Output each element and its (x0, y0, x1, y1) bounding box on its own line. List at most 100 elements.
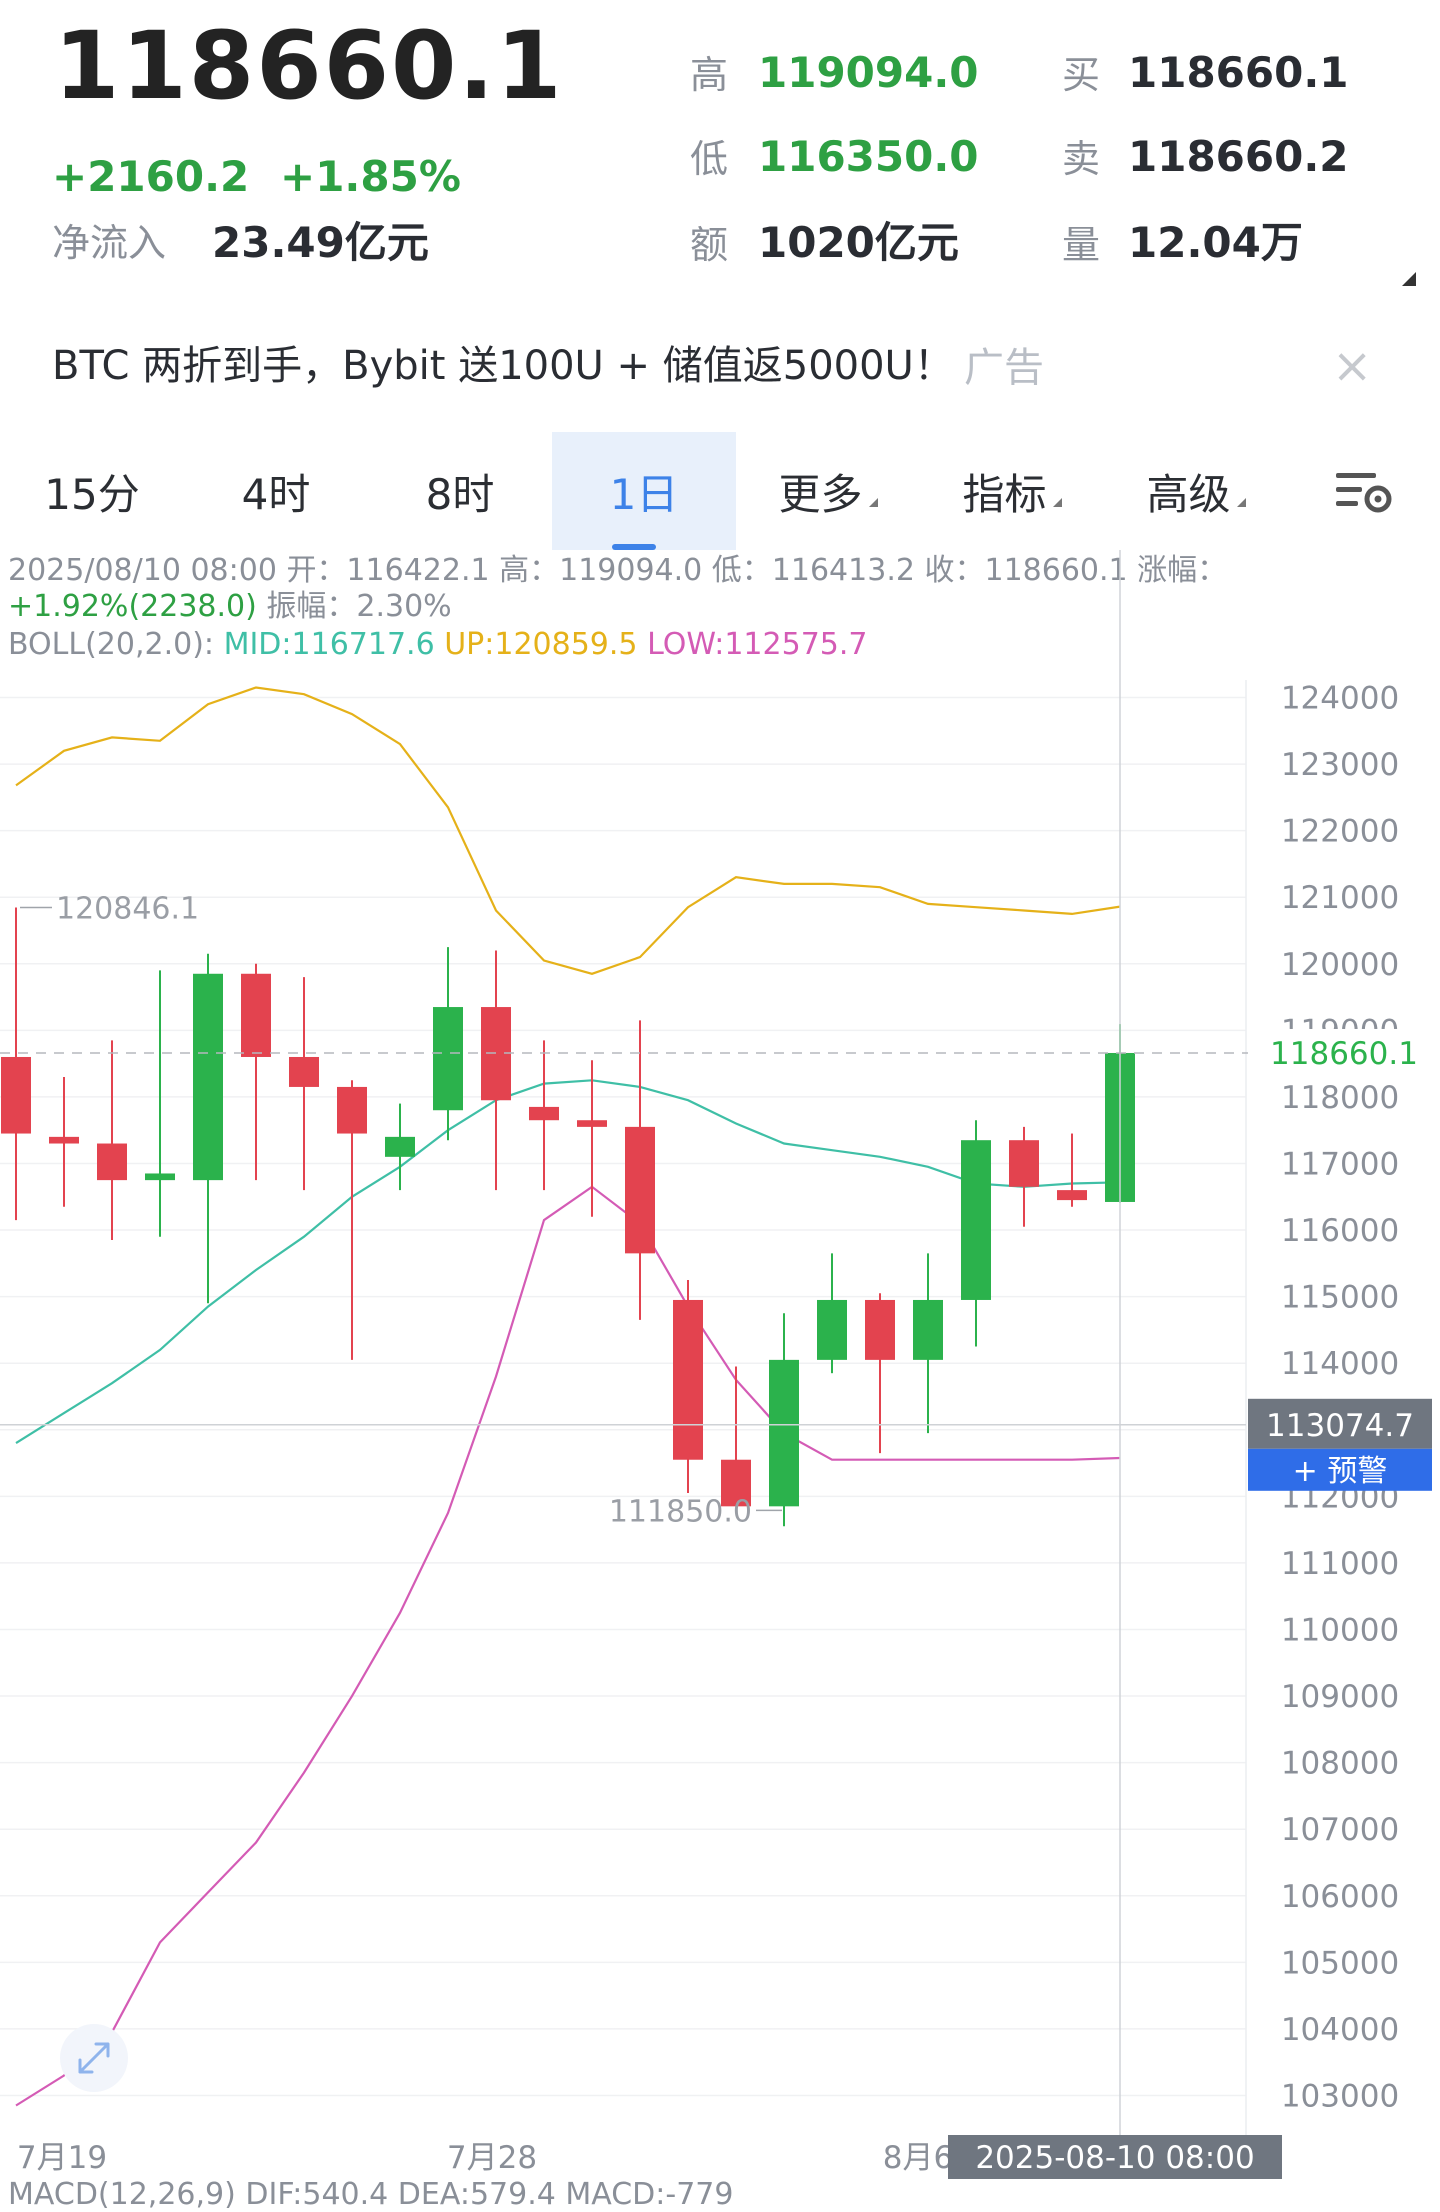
candle-body[interactable] (193, 973, 223, 1181)
candle-body[interactable] (961, 1140, 991, 1300)
dropdown-corner-icon (1236, 497, 1246, 507)
crosshair-time-label: 2025-08-10 08:00 (975, 2140, 1254, 2176)
turnover-value: 1020亿元 (758, 218, 959, 267)
ad-banner-text[interactable]: BTC 两折到手，Bybit 送100U + 储值返5000U！ (52, 343, 954, 389)
candle-body[interactable] (529, 1106, 559, 1121)
candle-body[interactable] (625, 1126, 655, 1254)
volume-value: 12.04万 (1128, 218, 1303, 267)
tab-label: 15分 (44, 469, 140, 519)
chart-settings-icon (1336, 473, 1392, 513)
alert-button-label: + 预警 (1293, 1454, 1388, 1489)
y-tick-label: 103000 (1281, 2078, 1399, 2114)
x-tick-label: 7月28 (447, 2140, 537, 2176)
current-price-label: 118660.1 (1270, 1036, 1418, 1072)
candle-body[interactable] (673, 1299, 703, 1460)
y-tick-label: 124000 (1281, 681, 1399, 717)
y-tick-label: 118000 (1281, 1080, 1399, 1116)
candle-body[interactable] (49, 1136, 79, 1144)
candle-body[interactable] (97, 1143, 127, 1181)
y-tick-label: 116000 (1281, 1213, 1399, 1249)
candle-body[interactable] (1, 1056, 31, 1134)
price-change-percent: +1.85% (280, 152, 461, 201)
ohlc-info-line: 2025/08/10 08:00 开：116422.1 高：119094.0 低… (8, 553, 1228, 588)
y-tick-label: 105000 (1281, 1945, 1399, 1981)
min-price-label: 111850.0 (609, 1494, 752, 1529)
candle-body[interactable] (913, 1299, 943, 1360)
tab-label: 4时 (241, 469, 311, 519)
amplitude-info: 振幅：2.30% (256, 589, 452, 624)
y-tick-label: 108000 (1281, 1746, 1399, 1782)
change-info-pct: +1.92%(2238.0) (8, 589, 257, 624)
candle-body[interactable] (337, 1086, 367, 1134)
y-tick-label: 120000 (1281, 947, 1399, 983)
bid-label: 买 (1062, 53, 1101, 97)
tab-4h[interactable]: 4时 (184, 432, 368, 550)
candle-body[interactable] (385, 1136, 415, 1157)
max-price-label: 120846.1 (56, 891, 199, 926)
candle-body[interactable] (241, 973, 271, 1057)
y-tick-label: 122000 (1281, 814, 1399, 850)
chart-settings-button[interactable] (1288, 432, 1440, 550)
tab-label: 指标 (962, 469, 1047, 519)
candle-body[interactable] (721, 1459, 751, 1507)
candle-body[interactable] (1057, 1190, 1087, 1201)
net-inflow-label: 净流入 (52, 221, 167, 265)
macd-info-line: MACD(12,26,9) DIF:540.4 DEA:579.4 MACD:-… (8, 2177, 734, 2212)
y-tick-label: 115000 (1281, 1280, 1399, 1316)
boll-mid-value: MID:116717.6 (223, 627, 435, 662)
boll-middle-line (15, 1079, 1121, 1445)
y-tick-label: 114000 (1281, 1346, 1399, 1382)
candle-body[interactable] (289, 1056, 319, 1087)
candle-body[interactable] (577, 1120, 607, 1127)
expand-corner-icon[interactable] (1402, 272, 1416, 286)
tab-indicators[interactable]: 指标 (920, 432, 1104, 550)
candle-body[interactable] (145, 1173, 175, 1181)
crosshair-price-tag (1248, 1398, 1432, 1449)
boll-low-value: LOW:112575.7 (647, 627, 868, 662)
high-label: 高 (690, 53, 729, 97)
candle-body[interactable] (817, 1299, 847, 1360)
dropdown-corner-icon (1052, 497, 1062, 507)
y-tick-label: 107000 (1281, 1812, 1399, 1848)
y-tick-label: 117000 (1281, 1146, 1399, 1182)
low-label: 低 (690, 137, 729, 181)
tab-15min[interactable]: 15分 (0, 432, 184, 550)
ask-value: 118660.2 (1128, 132, 1349, 181)
boll-up-value: UP:120859.5 (444, 627, 638, 662)
tab-1d[interactable]: 1日 (552, 432, 736, 550)
tab-8h[interactable]: 8时 (368, 432, 552, 550)
candle-body[interactable] (433, 1007, 463, 1111)
y-tick-label: 109000 (1281, 1679, 1399, 1715)
timeframe-tabs: 15分 4时 8时 1日 更多 指标 高级 (0, 432, 1440, 550)
x-tick-label: 8月6 (883, 2140, 953, 2176)
bid-value: 118660.1 (1128, 48, 1349, 97)
last-price: 118660.1 (54, 12, 564, 121)
low-value: 116350.0 (758, 132, 979, 181)
candlestick-chart[interactable]: 1240001230001220001210001200001190001180… (0, 548, 1440, 2194)
ad-tag: 广告 (964, 345, 1044, 391)
crosshair-price-label: 113074.7 (1266, 1408, 1414, 1444)
candle-body[interactable] (1009, 1140, 1039, 1187)
current-price-tag (1248, 1028, 1440, 1077)
candle-body[interactable] (865, 1299, 895, 1360)
tab-advanced[interactable]: 高级 (1104, 432, 1288, 550)
tab-label: 1日 (609, 469, 679, 519)
boll-label: BOLL(20,2.0): (8, 627, 215, 662)
tab-more[interactable]: 更多 (736, 432, 920, 550)
change-info-line: +1.92%(2238.0) 振幅：2.30% (8, 592, 452, 622)
candle-body[interactable] (769, 1359, 799, 1507)
ask-label: 卖 (1062, 137, 1101, 181)
y-tick-label: 110000 (1281, 1612, 1399, 1648)
y-tick-label: 121000 (1281, 880, 1399, 916)
y-tick-label: 104000 (1281, 2012, 1399, 2048)
close-icon[interactable]: × (1332, 338, 1373, 394)
high-value: 119094.0 (758, 48, 979, 97)
boll-lower-line (15, 1185, 1121, 2107)
crosshair-time-tag (948, 2135, 1282, 2179)
alert-button[interactable] (1248, 1448, 1432, 1491)
net-inflow-value: 23.49亿元 (212, 218, 429, 267)
active-tab-indicator (612, 544, 656, 550)
expand-arrows-icon[interactable] (78, 2042, 110, 2074)
tab-label: 高级 (1146, 469, 1231, 519)
y-tick-label: 111000 (1281, 1546, 1399, 1582)
